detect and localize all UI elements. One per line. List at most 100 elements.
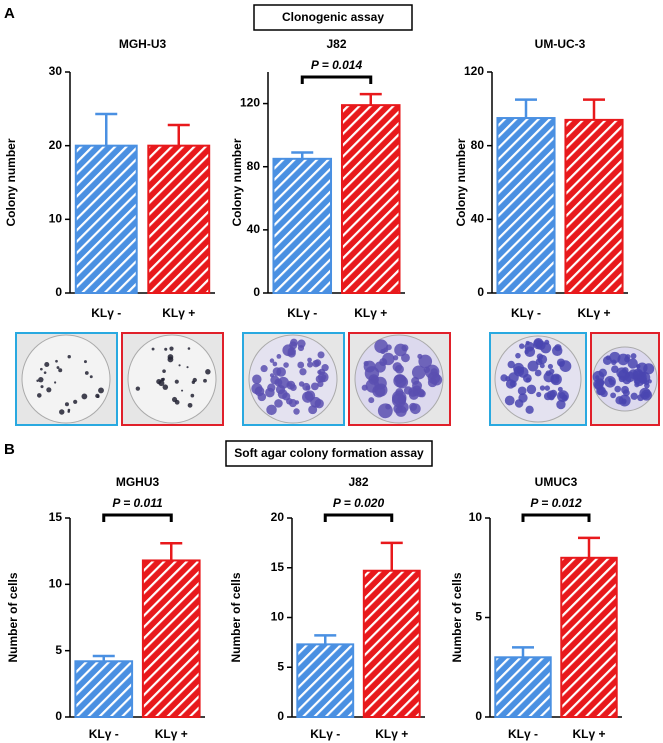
x-tick-label: KLγ + [572,727,605,741]
colony [187,402,193,408]
x-tick-label: KLγ - [91,306,121,320]
colony [368,374,379,385]
colony [507,360,515,369]
colony [56,366,60,369]
colony [318,368,326,376]
colony [361,384,368,391]
y-tick-label: 30 [49,64,63,78]
colony [156,379,162,385]
colony [517,367,529,378]
x-tick-label: KLγ - [89,727,119,741]
colony [307,357,312,363]
y-tick-label: 15 [271,560,285,574]
colony [260,365,268,373]
colony [190,393,195,398]
colony [269,358,275,363]
colony [169,346,174,351]
colony [44,361,50,368]
y-axis-label: Colony number [454,138,468,226]
colony [289,384,297,391]
y-tick-label: 5 [475,610,482,624]
y-tick-label: 0 [55,285,62,299]
colony [151,347,155,351]
colony [192,377,197,383]
y-tick-label: 10 [49,577,63,591]
y-tick-label: 40 [247,222,261,236]
colony [162,369,166,373]
colony [38,376,44,383]
section-box [253,4,413,31]
y-tick-label: 10 [469,510,483,524]
dish [21,334,111,424]
colony [517,386,527,396]
colony [58,368,63,373]
x-tick-label: KLγ - [508,727,538,741]
colony [265,387,275,398]
bar [272,157,333,294]
colony [293,408,300,415]
colony [630,392,638,400]
y-tick-label: 120 [240,96,260,110]
colony [377,403,393,419]
chart-title: UM-UC-3 [535,37,586,51]
colony [36,393,42,398]
bar [362,569,421,718]
x-tick-label: KLγ - [310,727,340,741]
colony [167,354,174,360]
colony [55,359,58,363]
colony [81,393,88,400]
colony [307,361,314,368]
colony [418,391,424,397]
y-tick-label: 0 [55,709,62,723]
colony [380,348,386,355]
dish-images [15,332,660,426]
colony [67,410,70,413]
colony [302,391,314,403]
colony [84,371,89,375]
colony [54,381,57,384]
colony [508,372,519,383]
colony [408,389,419,400]
chart-title: J82 [326,37,346,51]
x-tick-label: KLγ - [287,306,317,320]
colony [382,352,395,366]
colony [637,394,644,402]
colony [602,356,612,365]
section-title: Clonogenic assay [282,10,384,24]
colony [294,400,300,405]
colony [187,347,191,350]
colony [519,343,525,349]
bar [496,117,556,294]
colony [283,362,289,368]
colony [162,384,169,390]
colony [311,382,319,391]
bar [560,556,618,718]
colony [135,386,141,391]
colony [625,354,631,360]
colony [374,361,386,373]
colony [257,392,267,402]
y-tick-label: 5 [55,643,62,657]
colony [610,392,617,399]
colony [372,384,386,398]
y-tick-label: 0 [277,709,284,723]
section-title: Soft agar colony formation assay [234,446,424,460]
panel-label: B [4,441,15,458]
colony [527,360,539,372]
colony [186,366,189,369]
colony [96,395,100,399]
colony [618,369,630,381]
colony [43,371,47,374]
colony [544,385,551,391]
bar [564,118,624,294]
colony [504,395,515,406]
colony [614,385,622,393]
bar [74,144,138,294]
colony [525,377,531,383]
colony [543,371,555,383]
y-tick-label: 120 [464,64,484,78]
colony [297,361,305,369]
colony [518,393,528,403]
y-axis-label: Number of cells [229,572,243,662]
